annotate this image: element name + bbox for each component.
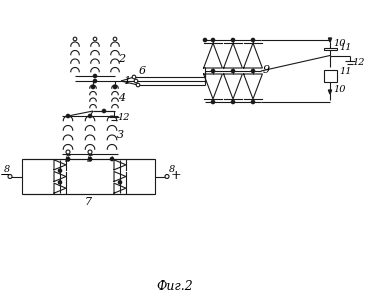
Circle shape <box>93 37 97 41</box>
Circle shape <box>132 75 136 79</box>
Bar <box>323 48 336 50</box>
Text: 11: 11 <box>339 68 351 77</box>
Circle shape <box>212 69 215 73</box>
Circle shape <box>88 114 92 118</box>
Text: 6: 6 <box>139 66 146 76</box>
Bar <box>22 159 155 194</box>
Circle shape <box>252 100 255 104</box>
Circle shape <box>134 79 138 83</box>
Circle shape <box>113 37 117 41</box>
Text: 8: 8 <box>4 165 10 174</box>
Polygon shape <box>328 90 332 94</box>
Text: 10: 10 <box>333 85 346 94</box>
Text: 5: 5 <box>87 156 93 164</box>
Text: Фиг.2: Фиг.2 <box>157 280 194 293</box>
Text: 12: 12 <box>117 114 129 122</box>
Circle shape <box>88 150 92 154</box>
Circle shape <box>212 100 215 104</box>
Circle shape <box>252 38 255 42</box>
Circle shape <box>212 38 215 42</box>
Circle shape <box>111 157 114 161</box>
Text: 11: 11 <box>339 43 351 52</box>
Circle shape <box>58 181 61 184</box>
Text: 2: 2 <box>118 54 125 64</box>
Circle shape <box>103 109 106 113</box>
Text: 9: 9 <box>263 65 270 75</box>
Text: 5: 5 <box>65 156 71 164</box>
Text: 8: 8 <box>169 165 175 174</box>
Circle shape <box>136 83 140 87</box>
Circle shape <box>88 157 92 161</box>
Text: 1: 1 <box>123 76 130 86</box>
Circle shape <box>232 100 235 104</box>
Circle shape <box>8 175 12 179</box>
Circle shape <box>66 114 70 118</box>
Text: −: − <box>0 169 10 182</box>
Circle shape <box>91 86 94 89</box>
Text: +: + <box>171 169 182 182</box>
Circle shape <box>73 37 77 41</box>
Circle shape <box>252 69 255 73</box>
Text: 4: 4 <box>118 93 125 103</box>
Circle shape <box>66 157 70 161</box>
Text: 7: 7 <box>84 197 92 207</box>
Circle shape <box>93 79 97 83</box>
Circle shape <box>165 175 169 179</box>
Circle shape <box>232 69 235 73</box>
Circle shape <box>66 150 70 154</box>
Polygon shape <box>328 38 332 42</box>
Circle shape <box>58 169 61 172</box>
Circle shape <box>204 38 207 42</box>
Circle shape <box>118 181 122 184</box>
Text: 12: 12 <box>352 58 364 67</box>
Text: 10: 10 <box>333 40 346 49</box>
Circle shape <box>113 86 117 89</box>
Bar <box>323 70 336 82</box>
Text: 3: 3 <box>117 130 124 140</box>
Circle shape <box>232 38 235 42</box>
Circle shape <box>93 74 97 77</box>
